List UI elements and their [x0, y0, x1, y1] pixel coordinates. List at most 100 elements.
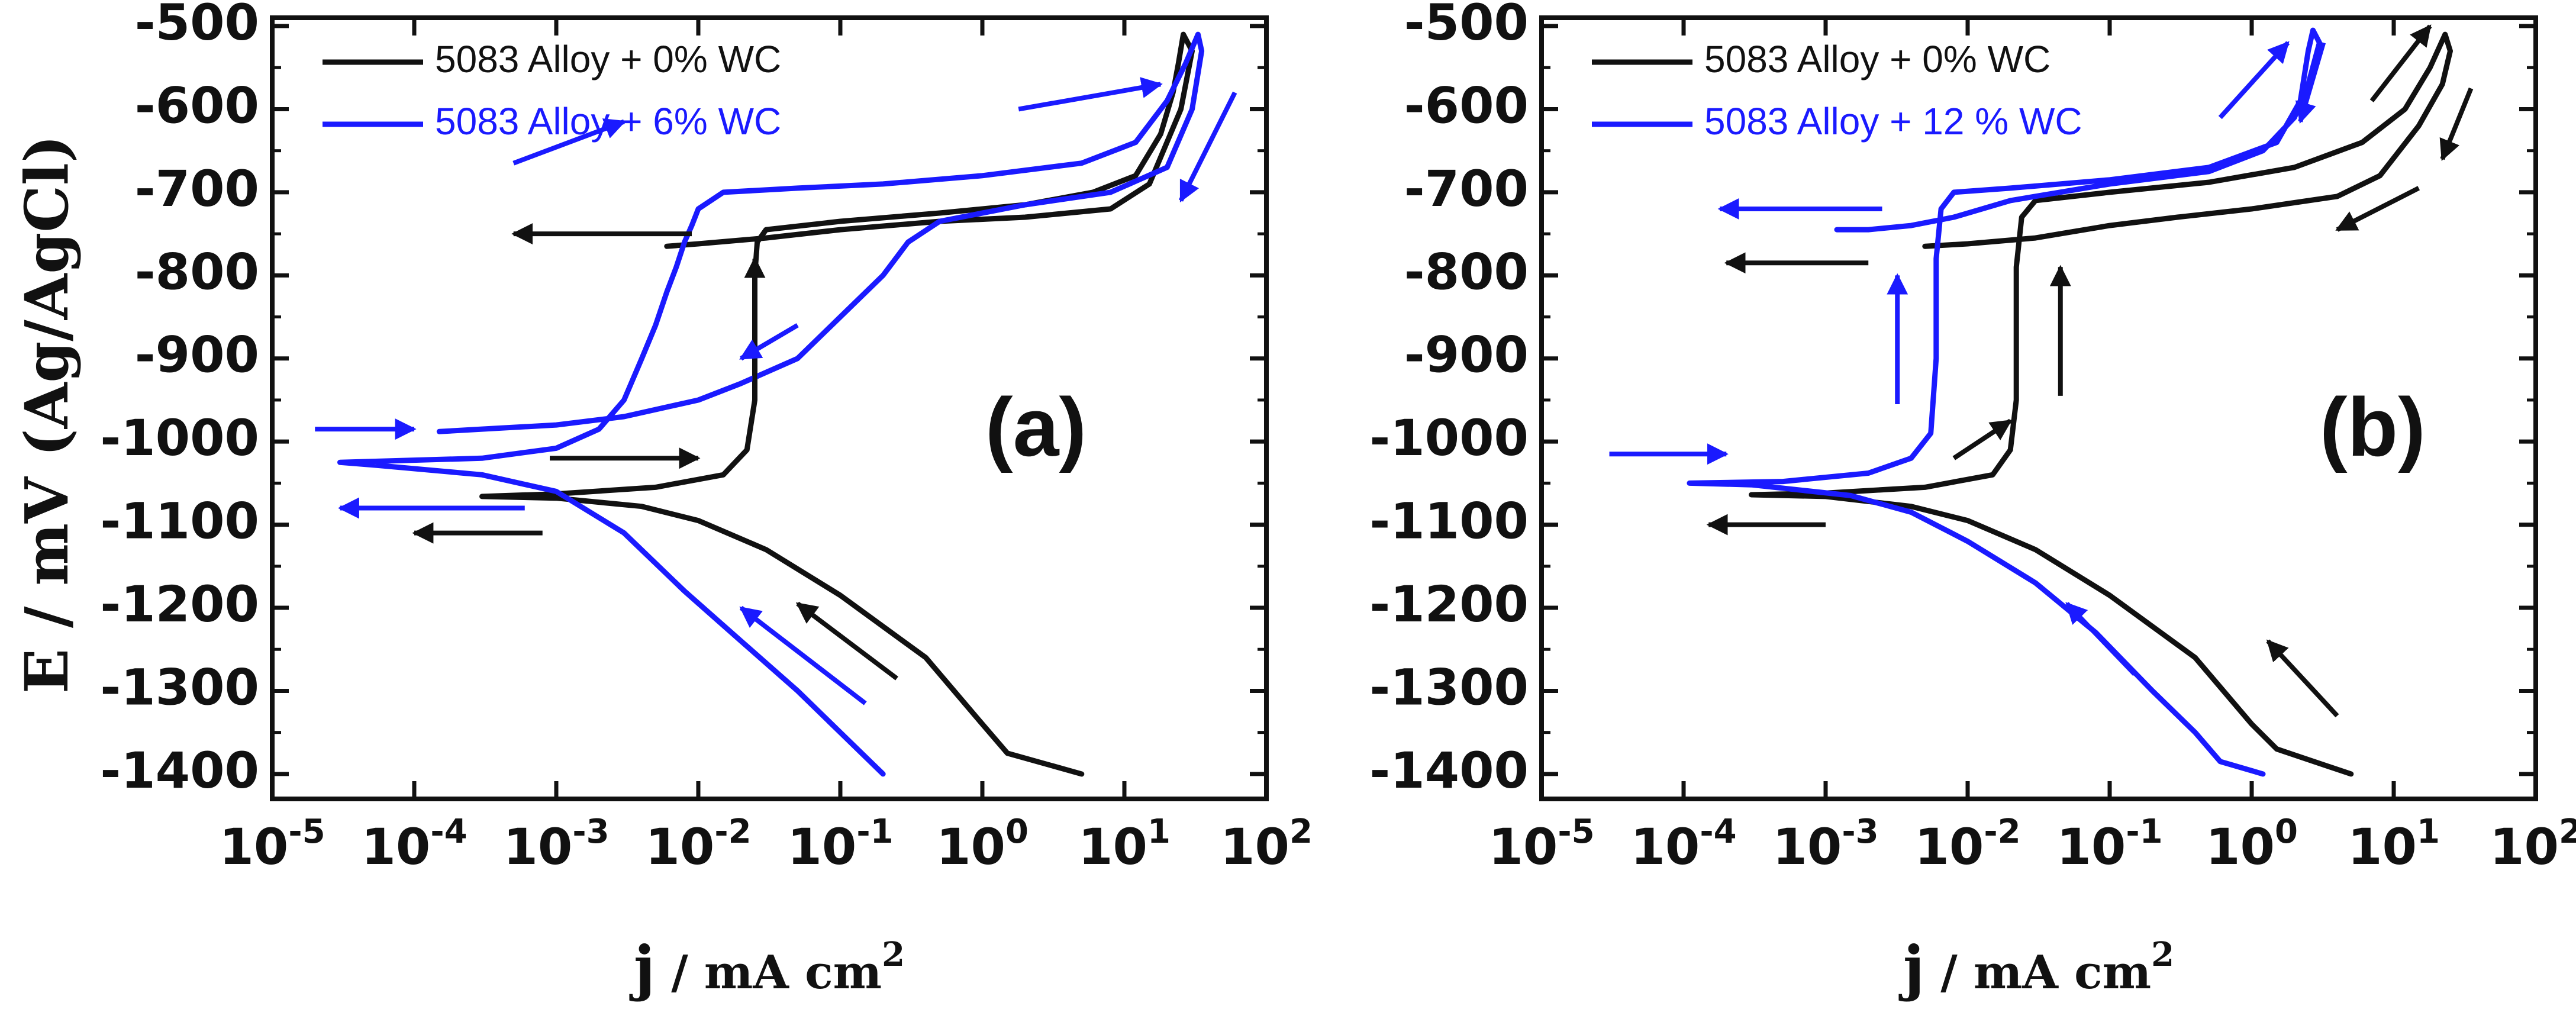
direction-arrow — [2065, 602, 2137, 676]
plot-frame — [1539, 15, 2538, 801]
direction-arrow — [2439, 87, 2474, 162]
x-tick-label: 100 — [2206, 813, 2298, 876]
x-tick-label-exponent: -5 — [288, 813, 325, 851]
y-tick-label: -1400 — [100, 742, 259, 800]
y-tick-label: -900 — [135, 326, 259, 384]
legend-label-0: 5083 Alloy + 0% WC — [435, 38, 781, 80]
direction-arrow — [795, 601, 898, 681]
panel-b: -500-600-700-800-900-1000-1100-1200-1300… — [1369, 0, 2576, 1002]
x-ticks: 10-5 10-4 10-3 10-2 10-1 100 101 102 — [1488, 18, 2576, 876]
x-tick-label-base: 10 — [503, 818, 572, 876]
x-tick-label-exponent: 0 — [2275, 813, 2298, 851]
x-tick-label-base: 10 — [2206, 818, 2275, 876]
x-axis-title-superscript: 2 — [882, 935, 905, 974]
direction-arrow — [2335, 186, 2420, 232]
x-tick-label-exponent: -5 — [1558, 813, 1594, 851]
y-tick-label: -1400 — [1369, 742, 1529, 800]
x-tick-label: 10-3 — [1772, 813, 1878, 876]
direction-arrow — [1178, 91, 1237, 203]
series-group — [1687, 27, 2453, 777]
legend-label-0: 5083 Alloy + 0% WC — [1704, 38, 2051, 80]
direction-arrow — [2218, 41, 2290, 120]
x-tick-label: 10-4 — [361, 813, 467, 876]
y-tick-label: -500 — [1404, 0, 1529, 51]
x-tick-label-base: 10 — [2490, 818, 2559, 876]
arrows-group — [1609, 24, 2474, 718]
y-axis-title: E / mV (Ag/AgCl) — [12, 135, 82, 694]
x-tick-label: 10-2 — [1914, 813, 2020, 876]
x-tick-label-base: 10 — [787, 818, 856, 876]
x-axis-title-unit: / mA cm — [1924, 946, 2151, 1000]
y-tick-label: -1000 — [100, 409, 259, 467]
legend: 5083 Alloy + 0% WC 5083 Alloy + 12 % WC — [1592, 38, 2082, 143]
y-axis-title-group: E / mV (Ag/AgCl) — [12, 135, 82, 694]
y-tick-label: -1200 — [1369, 575, 1529, 633]
x-tick-label: 102 — [2490, 813, 2576, 876]
x-tick-label-exponent: -1 — [856, 813, 893, 851]
x-tick-label-exponent: 1 — [1147, 813, 1171, 851]
x-tick-label-exponent: -3 — [1842, 813, 1878, 851]
x-tick-label: 102 — [1220, 813, 1313, 876]
y-tick-label: -1300 — [1369, 658, 1529, 716]
panel-label: (b) — [2320, 381, 2426, 473]
x-tick-label-base: 10 — [1078, 818, 1147, 876]
x-tick-label: 101 — [1078, 813, 1171, 876]
y-ticks: -500 -600 -700 -800 -900 -1000 -1100 -1200 -1300… — [1369, 0, 2536, 800]
x-tick-label-base: 10 — [936, 818, 1005, 876]
direction-arrow — [512, 118, 626, 166]
x-axis-title-symbol: j — [629, 933, 655, 1002]
series-line-1 — [1687, 27, 2322, 777]
legend-label-1: 5083 Alloy + 12 % WC — [1704, 100, 2082, 143]
direction-arrow — [2295, 42, 2326, 124]
panel-label: (a) — [985, 381, 1087, 473]
y-tick-label: -1100 — [100, 492, 259, 550]
x-tick-label: 10-1 — [787, 813, 893, 876]
x-tick-label-base: 10 — [219, 818, 288, 876]
x-ticks: 10-5 10-4 10-3 10-2 10-1 100 101 102 — [219, 18, 1313, 876]
legend: 5083 Alloy + 0% WC 5083 Alloy + 6% WC — [323, 38, 781, 143]
x-tick-label-exponent: -4 — [430, 813, 467, 851]
x-tick-label: 101 — [2348, 813, 2440, 876]
direction-arrow — [1952, 418, 2013, 460]
x-tick-label: 100 — [936, 813, 1029, 876]
x-tick-label-base: 10 — [645, 818, 714, 876]
y-tick-label: -500 — [135, 0, 259, 51]
x-tick-label-base: 10 — [2348, 818, 2417, 876]
x-tick-label-base: 10 — [1220, 818, 1289, 876]
y-tick-label: -800 — [1404, 243, 1529, 301]
arrows-group — [315, 77, 1237, 705]
x-tick-label-exponent: 1 — [2417, 813, 2440, 851]
y-tick-label: -600 — [1404, 76, 1529, 134]
x-tick-label: 10-3 — [503, 813, 609, 876]
x-axis-title: j / mA cm2 — [1898, 933, 2174, 1002]
y-tick-label: -900 — [1404, 326, 1529, 384]
x-tick-label-exponent: 0 — [1005, 813, 1029, 851]
x-tick-label: 10-1 — [2056, 813, 2162, 876]
x-tick-label-exponent: -3 — [572, 813, 609, 851]
y-ticks: -500 -600 -700 -800 -900 -1000 -1100 -1200 -1300… — [100, 0, 1266, 800]
x-tick-label-exponent: -1 — [2126, 813, 2162, 851]
y-tick-label: -700 — [135, 160, 259, 218]
x-tick-label-base: 10 — [361, 818, 430, 876]
x-tick-label-exponent: 2 — [2559, 813, 2576, 851]
x-axis-title-superscript: 2 — [2151, 935, 2174, 974]
x-tick-label-exponent: -2 — [1984, 813, 2020, 851]
series-group — [337, 31, 1205, 777]
series-line-0 — [479, 31, 1195, 777]
x-tick-label-base: 10 — [2056, 818, 2126, 876]
x-tick-label: 10-4 — [1630, 813, 1736, 876]
series-line-1 — [337, 31, 1205, 777]
y-tick-label: -1100 — [1369, 492, 1529, 550]
x-tick-label-base: 10 — [1772, 818, 1842, 876]
y-tick-label: -700 — [1404, 160, 1529, 218]
x-axis-title-unit: / mA cm — [655, 946, 882, 1000]
series-line-0 — [1749, 31, 2453, 777]
panel-a: -500-600-700-800-900-1000-1100-1200-1300… — [100, 0, 1313, 1002]
y-tick-label: -1200 — [100, 575, 259, 633]
y-tick-label: -800 — [135, 243, 259, 301]
y-tick-label: -1300 — [100, 658, 259, 716]
direction-arrow — [2266, 639, 2339, 718]
direction-arrow — [2369, 24, 2432, 102]
direction-arrow — [739, 323, 799, 361]
